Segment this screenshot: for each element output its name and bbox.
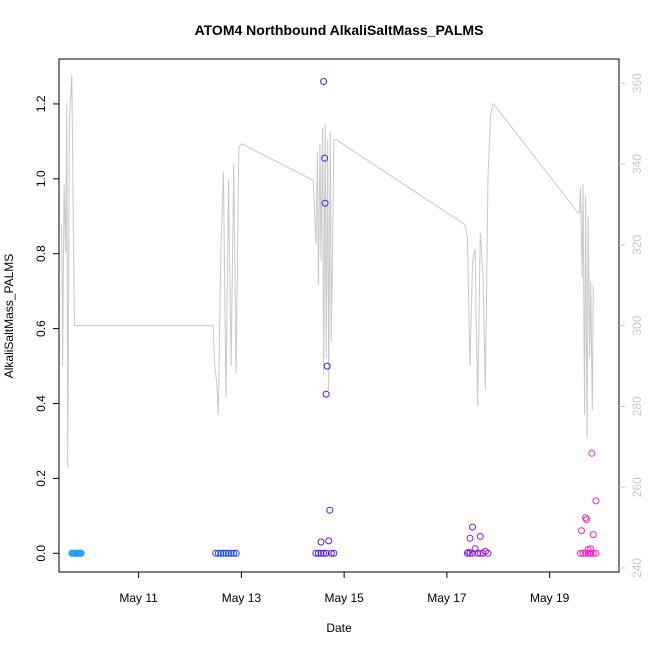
data-point xyxy=(476,549,484,557)
line-series-path xyxy=(61,75,594,468)
y2-tick-label: 320 xyxy=(630,234,644,254)
data-point xyxy=(327,549,335,557)
data-point xyxy=(321,199,329,207)
y-tick-label: 0.4 xyxy=(34,395,48,412)
data-point xyxy=(579,549,587,557)
x-axis: May 11 May 13 May 15 May 17 May 19 xyxy=(119,572,570,605)
data-point xyxy=(583,516,591,524)
x-tick-label: May 19 xyxy=(530,591,570,605)
data-point xyxy=(463,549,471,557)
data-point xyxy=(582,549,590,557)
data-point xyxy=(466,534,474,542)
y-axis: 0.0 0.2 0.4 0.6 0.8 1.0 1.2 xyxy=(34,95,59,562)
data-point xyxy=(325,537,333,545)
y-axis-label: AlkaliSaltMass_PALMS xyxy=(2,254,16,379)
y2-tick-label: 280 xyxy=(630,396,644,416)
data-point xyxy=(312,549,320,557)
line-series xyxy=(61,75,594,468)
x-axis-label: Date xyxy=(326,621,352,635)
data-point xyxy=(469,549,477,557)
y-tick-label: 1.0 xyxy=(34,170,48,187)
y2-tick-label: 300 xyxy=(630,315,644,335)
y2-tick-label: 340 xyxy=(630,154,644,174)
data-point xyxy=(592,549,600,557)
chart-title: ATOM4 Northbound AlkaliSaltMass_PALMS xyxy=(195,22,484,38)
y-tick-label: 1.2 xyxy=(34,95,48,112)
y2-tick-label: 360 xyxy=(630,73,644,93)
x-tick-label: May 17 xyxy=(427,591,467,605)
y-tick-label: 0.8 xyxy=(34,245,48,262)
x-tick-label: May 13 xyxy=(222,591,262,605)
x-tick-label: May 15 xyxy=(324,591,364,605)
data-point xyxy=(227,549,235,557)
y-tick-label: 0.2 xyxy=(34,470,48,487)
data-point xyxy=(592,497,600,505)
data-point xyxy=(466,549,474,557)
right-axis: 240 260 280 300 320 340 360 xyxy=(619,73,644,578)
data-point xyxy=(323,362,331,370)
data-point xyxy=(317,549,325,557)
data-point xyxy=(589,549,597,557)
data-point xyxy=(314,549,322,557)
data-point xyxy=(322,549,330,557)
point-series xyxy=(68,78,600,557)
data-point xyxy=(588,449,596,457)
data-point xyxy=(77,549,85,557)
y2-tick-label: 240 xyxy=(630,558,644,578)
data-point xyxy=(317,538,325,546)
data-point xyxy=(222,549,230,557)
data-point xyxy=(465,548,472,556)
data-point xyxy=(587,549,595,557)
data-point xyxy=(322,390,330,398)
data-point xyxy=(578,527,585,535)
data-point xyxy=(577,549,584,557)
plot-frame xyxy=(58,58,620,573)
data-point xyxy=(232,549,240,557)
data-point xyxy=(484,549,492,557)
data-point xyxy=(225,549,232,557)
data-point xyxy=(230,549,238,557)
y-tick-label: 0.6 xyxy=(34,320,48,337)
data-point xyxy=(326,506,334,514)
data-point xyxy=(474,549,482,557)
data-point xyxy=(476,532,484,540)
data-point xyxy=(320,549,328,557)
data-point xyxy=(217,549,225,557)
x-tick-label: May 11 xyxy=(119,591,158,605)
y-tick-label: 0.0 xyxy=(34,545,48,562)
data-point xyxy=(589,531,597,539)
data-point xyxy=(320,78,328,85)
y2-tick-label: 260 xyxy=(630,477,644,497)
data-point xyxy=(584,549,592,557)
data-point xyxy=(330,549,338,557)
data-point xyxy=(214,549,222,557)
data-point xyxy=(321,154,329,162)
data-point xyxy=(212,549,220,557)
data-point xyxy=(469,523,477,531)
data-point xyxy=(219,549,227,557)
